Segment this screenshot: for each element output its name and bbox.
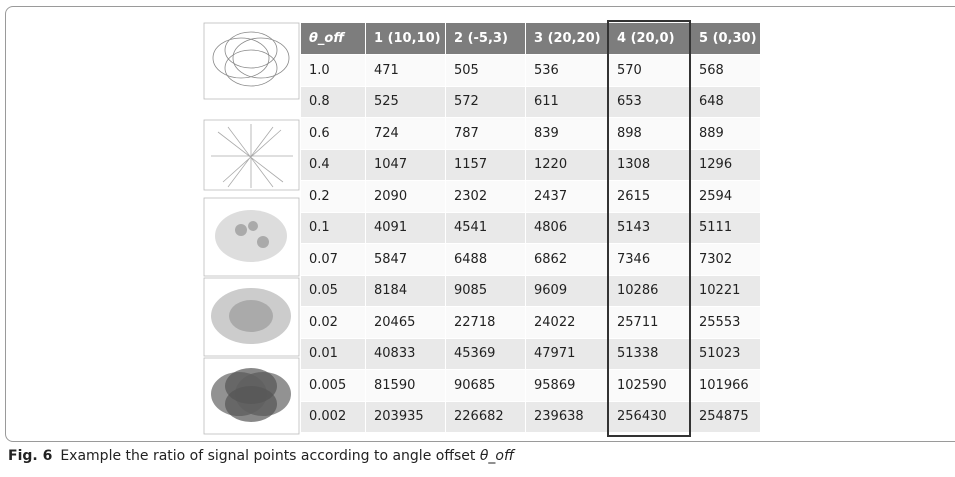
table-cell: 0.2 (301, 181, 366, 213)
table-cell: 536 (526, 55, 609, 87)
table-cell: 0.1 (301, 212, 366, 244)
table-cell: 787 (446, 118, 526, 150)
table-cell: 47971 (526, 338, 609, 370)
table-cell: 2302 (446, 181, 526, 213)
table-cell: 9085 (446, 275, 526, 307)
table-cell: 7302 (691, 244, 761, 276)
table-cell: 226682 (446, 401, 526, 433)
table-cell: 5111 (691, 212, 761, 244)
table-cell: 90685 (446, 370, 526, 402)
table-cell: 1.0 (301, 55, 366, 87)
table-cell: 0.005 (301, 370, 366, 402)
table-cell: 648 (691, 86, 761, 118)
table-cell: 2090 (366, 181, 446, 213)
table-cell: 51023 (691, 338, 761, 370)
page: {"table": { "header": ["θ_off", "1 (10,1… (0, 0, 955, 477)
header-cell: 5 (0,30) (691, 23, 761, 55)
table-cell: 568 (691, 55, 761, 87)
caption-label: Fig. 6 (8, 448, 52, 464)
table-cell: 724 (366, 118, 446, 150)
caption: Fig. 6 Example the ratio of signal points… (8, 448, 514, 464)
table-cell: 0.05 (301, 275, 366, 307)
table-cell: 889 (691, 118, 761, 150)
table-cell: 471 (366, 55, 446, 87)
table-cell: 20465 (366, 307, 446, 339)
table-cell: 239638 (526, 401, 609, 433)
table-cell: 40833 (366, 338, 446, 370)
table-cell: 24022 (526, 307, 609, 339)
table-cell: 95869 (526, 370, 609, 402)
table-cell: 203935 (366, 401, 446, 433)
table-cell: 5847 (366, 244, 446, 276)
table-cell: 0.02 (301, 307, 366, 339)
table-cell: 572 (446, 86, 526, 118)
table-cell: 2437 (526, 181, 609, 213)
table-cell: 81590 (366, 370, 446, 402)
table-cell: 1047 (366, 149, 446, 181)
table-cell: 1157 (446, 149, 526, 181)
header-cell: θ_off (301, 23, 366, 55)
table-cell: 1220 (526, 149, 609, 181)
thumbnails (203, 22, 300, 436)
table-cell: 4541 (446, 212, 526, 244)
header-cell: 2 (-5,3) (446, 23, 526, 55)
table-cell: 0.01 (301, 338, 366, 370)
table-cell: 6862 (526, 244, 609, 276)
header-cell: 1 (10,10) (366, 23, 446, 55)
table-cell: 4091 (366, 212, 446, 244)
table-cell: 101966 (691, 370, 761, 402)
table-cell: 0.07 (301, 244, 366, 276)
table-cell: 6488 (446, 244, 526, 276)
table-cell: 0.8 (301, 86, 366, 118)
table-cell: 254875 (691, 401, 761, 433)
table-cell: 611 (526, 86, 609, 118)
table-cell: 839 (526, 118, 609, 150)
table-cell: 22718 (446, 307, 526, 339)
table-cell: 45369 (446, 338, 526, 370)
table-cell: 4806 (526, 212, 609, 244)
table-cell: 25553 (691, 307, 761, 339)
table-cell: 0.002 (301, 401, 366, 433)
table-cell: 505 (446, 55, 526, 87)
header-cell: 3 (20,20) (526, 23, 609, 55)
table-cell: 8184 (366, 275, 446, 307)
table-cell: 0.4 (301, 149, 366, 181)
table-cell: 9609 (526, 275, 609, 307)
table-cell: 2594 (691, 181, 761, 213)
caption-symbol: θ_off (480, 448, 514, 464)
table-cell: 525 (366, 86, 446, 118)
table-cell: 1296 (691, 149, 761, 181)
table-cell: 0.6 (301, 118, 366, 150)
table-cell: 10221 (691, 275, 761, 307)
caption-text: Example the ratio of signal points accor… (60, 448, 475, 464)
highlight-box (607, 20, 691, 437)
